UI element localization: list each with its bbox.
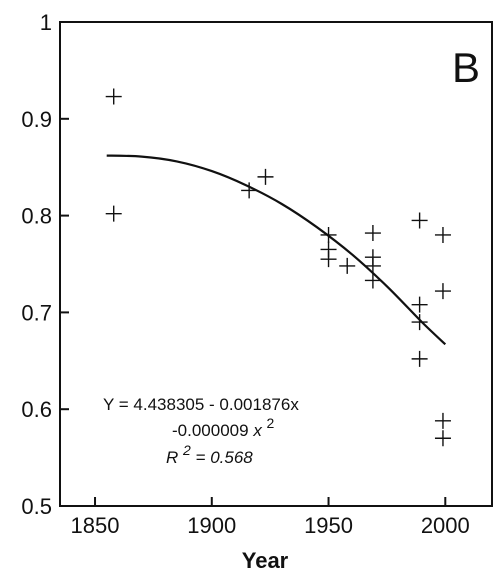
y-tick-label: 1 (40, 10, 52, 35)
data-point (411, 212, 428, 229)
data-point (411, 296, 428, 313)
y-tick-label: 0.8 (21, 204, 52, 229)
data-point (105, 88, 122, 105)
x-axis: 1850 1900 1950 2000 (71, 497, 470, 538)
y-tick-label: 0.6 (21, 397, 52, 422)
data-point (320, 226, 337, 243)
data-point (241, 182, 258, 199)
equation-exponent: 2 (267, 415, 275, 431)
data-point (364, 225, 381, 242)
equation-line-2: -0.000009 x 2 (172, 415, 275, 440)
r-squared: R 2 = 0.568 (166, 440, 253, 467)
equation-line-1: Y = 4.438305 - 0.001876x (103, 395, 299, 414)
data-points (105, 88, 451, 447)
y-tick-label: 0.5 (21, 494, 52, 519)
x-tick-label: 1950 (304, 513, 353, 538)
r-squared-var: R (166, 448, 178, 467)
r-squared-exponent: 2 (182, 442, 191, 458)
r-squared-value: = 0.568 (196, 448, 254, 467)
y-tick-label: 0.9 (21, 107, 52, 132)
regression-curve (106, 154, 447, 346)
data-point (434, 430, 451, 447)
x-axis-title: Year (242, 548, 289, 573)
data-point (257, 168, 274, 185)
data-point (434, 283, 451, 300)
data-point (434, 226, 451, 243)
data-point (411, 314, 428, 331)
regression-equation: Y = 4.438305 - 0.001876x -0.000009 x 2 R… (103, 395, 299, 467)
x-tick-label: 2000 (421, 513, 470, 538)
data-point (320, 251, 337, 268)
data-point (105, 205, 122, 222)
plot-frame (59, 21, 493, 507)
x-tick-label: 1850 (71, 513, 120, 538)
data-point (434, 412, 451, 429)
data-point (339, 257, 356, 274)
y-axis: 0.5 0.6 0.7 0.8 0.9 1 (21, 10, 69, 519)
y-tick-label: 0.7 (21, 300, 52, 325)
equation-coef: -0.000009 (172, 421, 249, 440)
data-point (364, 272, 381, 289)
data-point (364, 257, 381, 274)
equation-var: x (252, 421, 262, 440)
data-point (411, 350, 428, 367)
x-tick-label: 1900 (187, 513, 236, 538)
panel-label: B (452, 44, 480, 91)
